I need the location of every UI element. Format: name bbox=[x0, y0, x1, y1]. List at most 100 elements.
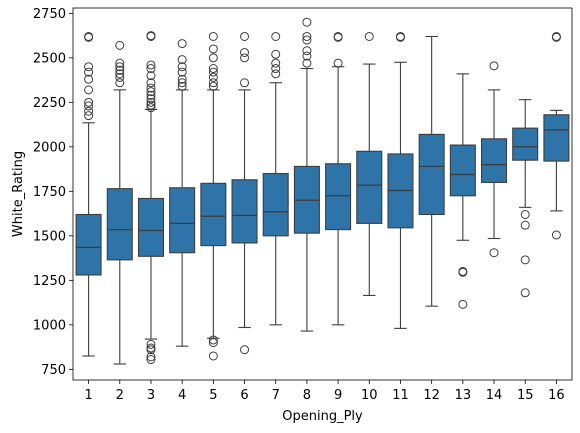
outlier-point bbox=[115, 40, 125, 50]
y-tick-label: 2250 bbox=[33, 96, 66, 111]
outlier-point bbox=[551, 31, 561, 41]
x-axis: 1 2 3 4 5 6 7 8 9 10 11 12 13 14 15 16 bbox=[84, 380, 565, 403]
outlier-point bbox=[208, 351, 218, 361]
outlier-point bbox=[458, 299, 468, 309]
outlier-point bbox=[177, 39, 187, 49]
outlier-point bbox=[208, 64, 218, 74]
y-tick-label: 750 bbox=[41, 363, 66, 378]
outlier-point bbox=[520, 209, 530, 219]
iqr-box bbox=[543, 114, 570, 162]
outlier-point bbox=[146, 97, 156, 107]
outlier-point bbox=[146, 103, 156, 113]
box-6 bbox=[231, 31, 258, 355]
outlier-point bbox=[208, 44, 218, 54]
box-14 bbox=[481, 61, 508, 258]
outlier-point bbox=[302, 17, 312, 27]
outlier-point bbox=[489, 61, 499, 71]
outlier-point bbox=[458, 266, 468, 276]
y-axis-label: White_Rating bbox=[11, 151, 26, 237]
iqr-box bbox=[418, 133, 445, 216]
iqr-box bbox=[75, 213, 102, 276]
outlier-point bbox=[146, 355, 156, 365]
iqr-box bbox=[449, 144, 476, 197]
outlier-point bbox=[240, 345, 250, 355]
outlier-point bbox=[240, 53, 250, 63]
outlier-point bbox=[146, 78, 156, 88]
outlier-point bbox=[520, 220, 530, 230]
outlier-point bbox=[333, 31, 343, 41]
x-tick-label: 10 bbox=[361, 388, 378, 403]
x-tick-label: 16 bbox=[548, 388, 565, 403]
x-tick-label: 13 bbox=[455, 388, 472, 403]
outlier-point bbox=[177, 67, 187, 77]
outlier-point bbox=[208, 53, 218, 63]
box-8 bbox=[293, 17, 320, 332]
x-tick-label: 11 bbox=[392, 388, 409, 403]
y-tick-label: 1000 bbox=[33, 318, 66, 333]
outlier-point bbox=[115, 78, 125, 88]
outlier-point bbox=[146, 90, 156, 100]
plot-frame bbox=[72, 7, 573, 381]
x-tick-label: 4 bbox=[178, 388, 186, 403]
x-tick-label: 2 bbox=[116, 388, 124, 403]
outlier-point bbox=[146, 87, 156, 97]
outlier-point bbox=[271, 64, 281, 74]
outlier-point bbox=[240, 78, 250, 88]
outlier-point bbox=[208, 31, 218, 41]
box-3 bbox=[137, 31, 164, 365]
outlier-point bbox=[177, 74, 187, 84]
outlier-point bbox=[271, 58, 281, 68]
outlier-point bbox=[271, 31, 281, 41]
x-axis-label: Opening_Ply bbox=[282, 409, 363, 424]
x-tick-label: 7 bbox=[272, 388, 280, 403]
outlier-point bbox=[177, 62, 187, 72]
outlier-point bbox=[115, 72, 125, 82]
outlier-point bbox=[208, 72, 218, 82]
outlier-point bbox=[489, 248, 499, 258]
y-tick-label: 1500 bbox=[33, 229, 66, 244]
iqr-box bbox=[481, 138, 508, 183]
box-7 bbox=[262, 31, 289, 326]
x-tick-label: 1 bbox=[84, 388, 92, 403]
outlier-point bbox=[551, 230, 561, 240]
outlier-point bbox=[146, 71, 156, 81]
box-5 bbox=[200, 31, 227, 361]
y-tick-label: 2500 bbox=[33, 51, 66, 66]
outlier-point bbox=[395, 31, 405, 41]
outlier-point bbox=[208, 338, 218, 348]
outlier-point bbox=[302, 51, 312, 61]
outlier-point bbox=[177, 55, 187, 65]
box-4 bbox=[169, 39, 196, 347]
outlier-point bbox=[84, 97, 94, 107]
x-tick-label: 5 bbox=[209, 388, 217, 403]
outlier-point bbox=[146, 343, 156, 353]
outlier-point bbox=[364, 31, 374, 41]
iqr-box bbox=[137, 197, 164, 257]
y-tick-label: 2750 bbox=[33, 7, 66, 22]
box-10 bbox=[356, 31, 383, 297]
y-tick-label: 1250 bbox=[33, 274, 66, 289]
x-tick-label: 6 bbox=[240, 388, 248, 403]
outlier-point bbox=[520, 288, 530, 298]
outlier-point bbox=[84, 67, 94, 77]
outlier-point bbox=[115, 69, 125, 79]
outlier-point bbox=[84, 62, 94, 72]
outlier-point bbox=[240, 47, 250, 57]
outlier-point bbox=[84, 31, 94, 41]
outlier-point bbox=[115, 65, 125, 75]
outlier-point bbox=[240, 31, 250, 41]
box-15 bbox=[512, 99, 539, 298]
outlier-point bbox=[302, 35, 312, 45]
outlier-point bbox=[84, 85, 94, 95]
outlier-point bbox=[271, 69, 281, 79]
outlier-point bbox=[302, 46, 312, 56]
outlier-point bbox=[146, 339, 156, 349]
x-tick-label: 8 bbox=[303, 388, 311, 403]
outlier-point bbox=[84, 111, 94, 121]
outlier-point bbox=[208, 81, 218, 91]
iqr-box bbox=[169, 187, 196, 254]
outlier-point bbox=[115, 58, 125, 68]
box-11 bbox=[387, 31, 414, 329]
outlier-point bbox=[302, 58, 312, 68]
